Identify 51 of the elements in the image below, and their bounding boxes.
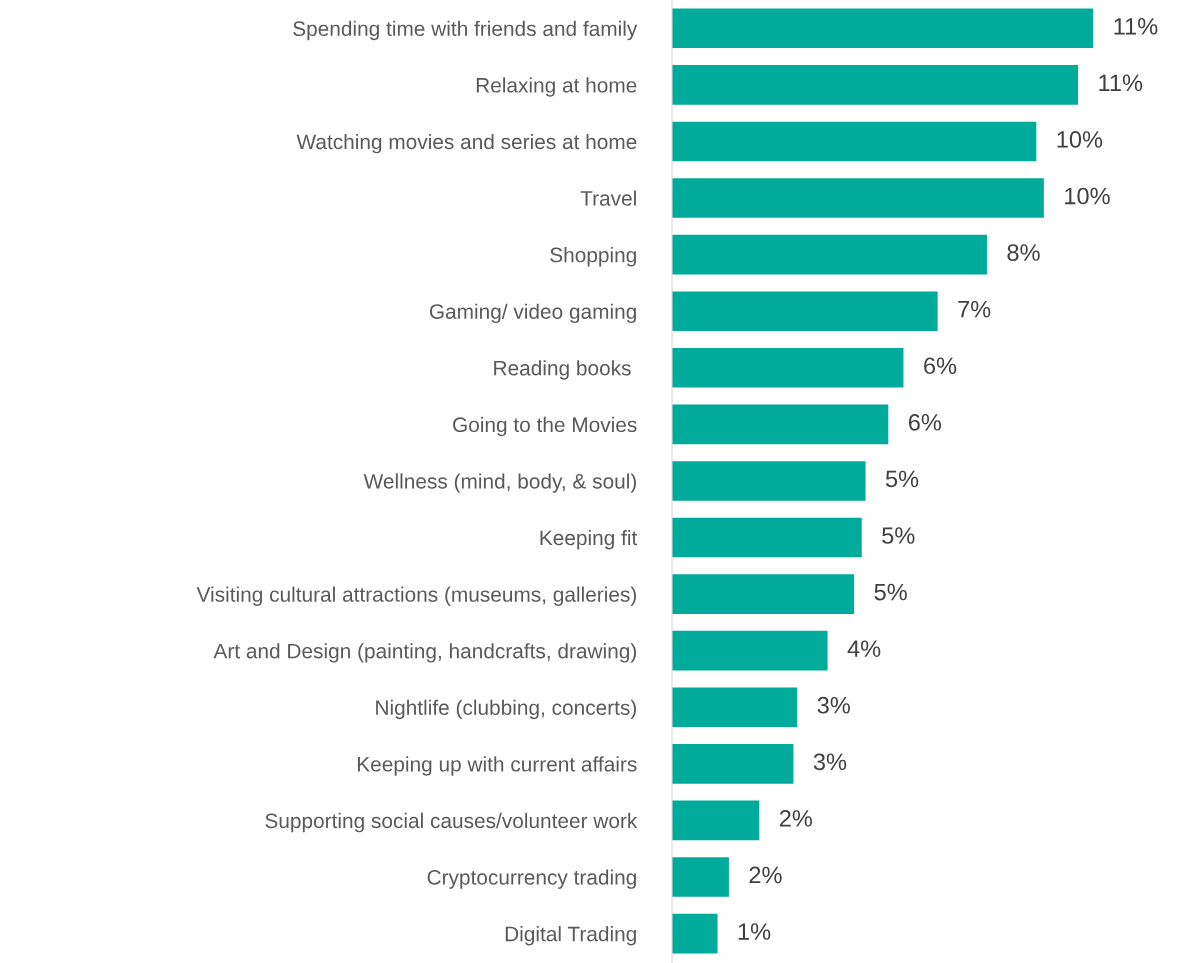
bar — [672, 291, 938, 331]
bar — [672, 630, 828, 671]
bar — [672, 574, 855, 614]
bar — [672, 8, 1094, 49]
data-label: 10% — [1057, 131, 1103, 148]
bar — [672, 461, 866, 501]
y-tick-label: Watching movies and series at home — [296, 133, 637, 154]
y-tick-label: Going to the Movies — [453, 416, 637, 437]
y-tick-label: Keeping fit — [540, 529, 638, 550]
data-label: 6% — [908, 413, 942, 431]
y-tick-label: Cryptocurrency trading — [427, 869, 636, 889]
bar — [672, 121, 1037, 162]
bar — [672, 404, 889, 445]
data-label: 5% — [882, 527, 915, 544]
data-label: 2% — [779, 810, 813, 827]
data-label: 3% — [813, 753, 847, 771]
data-label: 2% — [749, 866, 782, 884]
data-label: 8% — [1007, 244, 1040, 261]
bar — [672, 65, 1079, 105]
y-tick-label: Gaming/ video gaming — [429, 303, 636, 324]
data-label: 11% — [1114, 18, 1158, 35]
bar — [672, 913, 718, 954]
y-tick-label: Digital Trading — [505, 926, 636, 946]
data-label: 7% — [958, 300, 991, 318]
bar — [672, 744, 794, 784]
data-label: 3% — [817, 696, 850, 714]
y-tick-label: Wellness (mind, body, & soul) — [363, 473, 636, 493]
y-tick-label: Supporting social causes/volunteer work — [265, 812, 638, 833]
bar — [672, 347, 904, 388]
data-label: 11% — [1099, 74, 1143, 92]
y-tick-label: Art and Design (painting, handcrafts, drawing) — [213, 643, 637, 663]
data-label: 10% — [1065, 187, 1110, 205]
data-label: 6% — [924, 357, 957, 375]
data-label: 5% — [874, 583, 907, 601]
y-tick-label: Travel — [580, 190, 636, 206]
bar — [672, 857, 729, 897]
data-label: 5% — [885, 470, 919, 488]
y-tick-label: Reading books — [494, 360, 631, 380]
y-tick-label: Shopping — [550, 247, 636, 267]
y-tick-label: Nightlife (clubbing, concerts) — [376, 699, 636, 720]
y-tick-label: Spending time with friends and family — [293, 20, 638, 41]
bar — [672, 234, 987, 275]
bar — [672, 800, 760, 841]
y-tick-label: Keeping up with current affairs — [357, 756, 637, 776]
y-tick-label: Visiting cultural attractions (museums, galleries) — [196, 586, 637, 606]
data-label: 4% — [847, 640, 881, 657]
bar — [672, 687, 798, 728]
bar — [672, 517, 862, 558]
bar — [672, 178, 1044, 218]
y-tick-label: Relaxing at home — [476, 77, 637, 97]
data-label: 1% — [738, 923, 771, 940]
